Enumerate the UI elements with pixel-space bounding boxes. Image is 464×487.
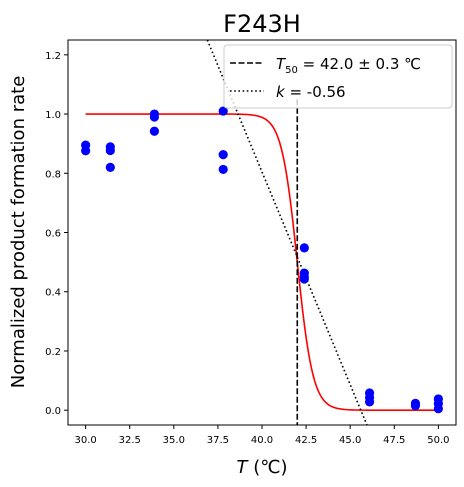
x-tick-label: 45.0 xyxy=(339,435,361,446)
chart-title: F243H xyxy=(223,10,301,38)
x-axis-label-symbol: T xyxy=(237,457,250,478)
points-layer xyxy=(81,106,443,414)
data-point xyxy=(218,164,228,175)
x-axis-label-unit: (℃) xyxy=(248,457,288,478)
y-tick-label: 0.8 xyxy=(45,169,61,180)
x-tick-label: 32.5 xyxy=(119,435,141,446)
data-point xyxy=(218,106,228,116)
y-axis-label: Normalized product formation rate xyxy=(8,76,29,389)
fit-layer xyxy=(85,39,439,426)
data-point xyxy=(105,162,115,172)
data-point xyxy=(433,404,443,414)
data-point xyxy=(218,150,228,160)
x-tick-label: 47.5 xyxy=(383,435,405,446)
x-tick-label: 37.5 xyxy=(207,435,229,446)
data-point xyxy=(364,397,375,407)
data-point xyxy=(299,243,309,253)
data-point xyxy=(299,274,309,284)
x-tick-label: 40.0 xyxy=(251,435,273,446)
y-tick-label: 0.4 xyxy=(45,288,61,299)
data-point xyxy=(81,146,91,156)
legend-label-t50: T50 = 42.0 ± 0.3 ℃ xyxy=(276,55,421,76)
legend-label-k: k = -0.56 xyxy=(276,83,346,101)
x-tick-label: 50.0 xyxy=(427,435,449,446)
x-axis-ticks: 30.0 32.5 35.0 37.5 40.0 42.5 45.0 47.5 50.0 xyxy=(75,425,449,446)
legend-k-text: = -0.56 xyxy=(285,83,346,101)
x-tick-label: 35.0 xyxy=(163,435,185,446)
y-tick-label: 1.2 xyxy=(45,51,61,62)
legend: T50 = 42.0 ± 0.3 ℃ k = -0.56 xyxy=(223,44,453,109)
x-tick-label: 42.5 xyxy=(295,435,317,446)
y-tick-label: 0.2 xyxy=(45,347,61,358)
y-tick-label: 0.6 xyxy=(45,229,61,240)
data-point xyxy=(149,112,160,122)
y-axis-ticks: 0.0 0.2 0.4 0.6 0.8 1.0 1.2 xyxy=(45,51,68,417)
legend-t50-subscript: 50 xyxy=(285,65,298,76)
y-tick-label: 0.0 xyxy=(45,406,61,417)
data-point xyxy=(410,401,421,411)
fit-curve xyxy=(85,113,439,411)
legend-t50-symbol: T xyxy=(276,55,287,73)
data-point xyxy=(105,145,115,156)
y-tick-label: 1.0 xyxy=(45,110,61,121)
data-point xyxy=(149,126,160,136)
legend-k-symbol: k xyxy=(276,83,286,101)
x-tick-label: 30.0 xyxy=(75,435,97,446)
legend-box xyxy=(223,44,453,109)
x-axis-label: T (℃) xyxy=(237,457,288,478)
legend-t50-text: = 42.0 ± 0.3 ℃ xyxy=(298,55,421,73)
